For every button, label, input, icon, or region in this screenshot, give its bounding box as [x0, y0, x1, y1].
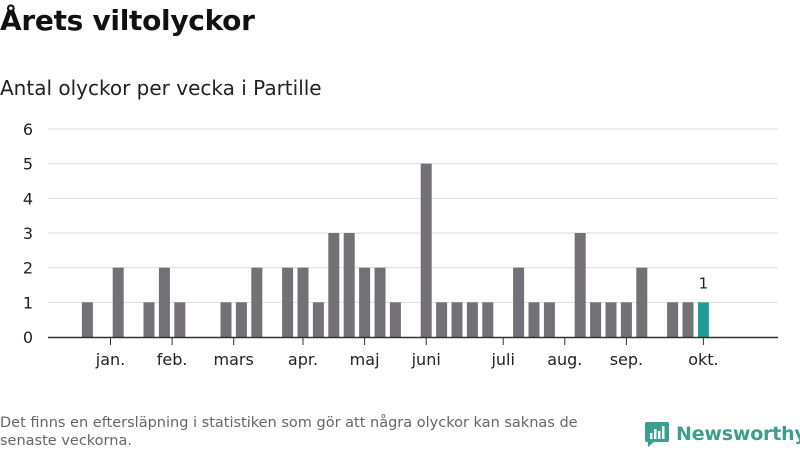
- bar: [158, 267, 170, 337]
- brand-logo[interactable]: Newsworthy: [644, 420, 800, 448]
- bar: [112, 267, 124, 337]
- bar: [482, 302, 494, 337]
- bar: [328, 233, 340, 337]
- y-tick-label: 6: [23, 120, 33, 139]
- x-tick-label: apr.: [288, 350, 318, 369]
- bar: [359, 267, 371, 337]
- bar: [312, 302, 324, 337]
- chart-title: Årets viltolyckor: [0, 4, 255, 37]
- newsworthy-logo-icon: [645, 422, 669, 447]
- x-tick-label: maj: [350, 350, 380, 369]
- x-tick-label: juni: [411, 350, 441, 369]
- bar: [81, 302, 93, 337]
- x-tick-label: jan.: [95, 350, 125, 369]
- bar: [667, 302, 679, 337]
- x-tick-label: sep.: [610, 350, 643, 369]
- y-tick-label: 5: [23, 155, 33, 174]
- y-tick-label: 2: [23, 259, 33, 278]
- x-tick-label: aug.: [547, 350, 582, 369]
- bar: [436, 302, 448, 337]
- bar: [235, 302, 247, 337]
- bar: [451, 302, 463, 337]
- x-tick-label: okt.: [688, 350, 718, 369]
- bar: [543, 302, 555, 337]
- bar: [389, 302, 401, 337]
- bar: [343, 233, 355, 337]
- bar: [251, 267, 263, 337]
- x-tick-label: mars: [214, 350, 254, 369]
- bar: [605, 302, 617, 337]
- bar: [636, 267, 648, 337]
- bar: [282, 267, 294, 337]
- brand-name: Newsworthy: [676, 423, 800, 445]
- bar: [297, 267, 309, 337]
- y-tick-label: 4: [23, 189, 33, 208]
- y-tick-label: 3: [23, 224, 33, 243]
- bar: [143, 302, 155, 337]
- bar: [420, 163, 432, 337]
- bar: [528, 302, 540, 337]
- chart-subtitle: Antal olyckor per vecka i Partille: [0, 76, 322, 100]
- bar: [620, 302, 632, 337]
- bar: [574, 233, 586, 337]
- bar: [590, 302, 602, 337]
- y-tick-label: 0: [23, 328, 33, 347]
- bar-chart: 0 1 2 3 4 5 6 1 jan. feb. mars apr. maj juni juli aug. s…: [23, 120, 778, 369]
- bar: [682, 302, 694, 337]
- bar: [220, 302, 232, 337]
- data-label: 1: [699, 274, 709, 292]
- bar: [174, 302, 186, 337]
- footnote: Det finns en eftersläpning i statistiken…: [0, 415, 578, 449]
- bar-highlight: [697, 302, 709, 337]
- bar: [466, 302, 478, 337]
- x-tick-label: juli: [490, 350, 514, 369]
- bar: [513, 267, 525, 337]
- bar: [374, 267, 386, 337]
- x-tick-label: feb.: [157, 350, 188, 369]
- y-tick-label: 1: [23, 293, 33, 312]
